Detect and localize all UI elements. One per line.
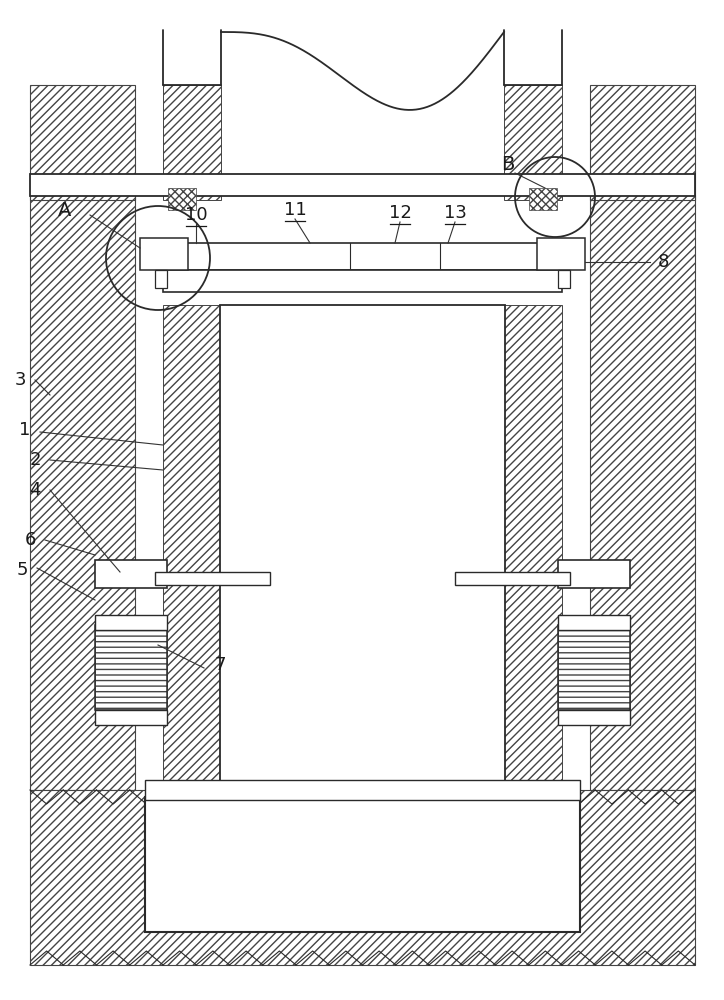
Text: 6: 6 [25,531,35,549]
Text: B: B [501,155,515,174]
Polygon shape [30,174,695,196]
Polygon shape [558,560,630,588]
Text: 3: 3 [14,371,26,389]
Polygon shape [30,195,135,790]
Polygon shape [140,238,188,270]
Text: 10: 10 [185,206,207,224]
Polygon shape [95,615,167,630]
Polygon shape [95,560,167,588]
Polygon shape [220,305,505,795]
Polygon shape [30,790,695,965]
Text: 5: 5 [16,561,28,579]
Text: 8: 8 [657,253,669,271]
Text: 2: 2 [29,451,41,469]
Polygon shape [529,188,557,210]
Polygon shape [145,797,580,932]
Polygon shape [163,85,221,200]
Polygon shape [558,710,630,725]
Text: 7: 7 [214,656,226,674]
Text: 13: 13 [444,204,466,222]
Text: A: A [59,200,72,220]
Polygon shape [155,270,167,288]
Text: 11: 11 [284,201,306,219]
Polygon shape [590,195,695,790]
Polygon shape [558,270,570,288]
Polygon shape [30,85,135,200]
Polygon shape [163,270,562,292]
Polygon shape [163,305,221,790]
Text: 12: 12 [389,204,411,222]
Polygon shape [95,710,167,725]
Polygon shape [504,85,562,200]
Polygon shape [168,188,196,210]
Text: 1: 1 [20,421,30,439]
Text: 4: 4 [29,481,41,499]
Polygon shape [504,305,562,790]
Polygon shape [590,85,695,200]
Polygon shape [537,238,585,270]
Polygon shape [145,780,580,800]
Polygon shape [558,615,630,630]
Polygon shape [185,243,540,270]
Polygon shape [558,630,630,710]
Polygon shape [455,572,570,585]
Polygon shape [155,572,270,585]
Polygon shape [95,630,167,710]
